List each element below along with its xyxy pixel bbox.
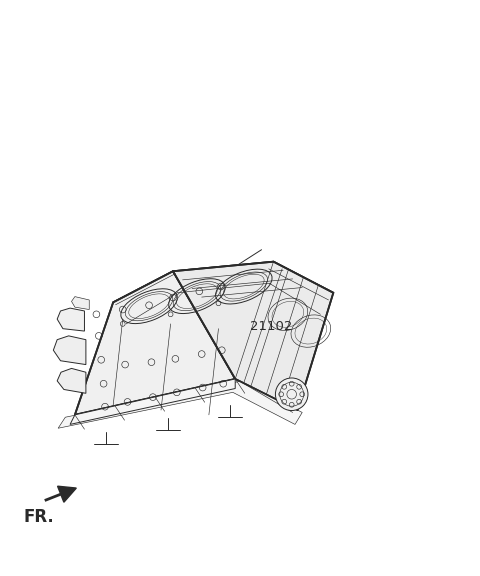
Polygon shape [58, 486, 76, 502]
Polygon shape [72, 297, 89, 309]
Polygon shape [113, 262, 333, 302]
Polygon shape [75, 271, 235, 415]
Ellipse shape [276, 378, 308, 411]
Polygon shape [57, 308, 84, 331]
Polygon shape [58, 381, 302, 428]
Polygon shape [173, 262, 333, 410]
Polygon shape [57, 369, 86, 393]
Text: 21102: 21102 [250, 320, 292, 334]
Polygon shape [70, 379, 235, 425]
Text: FR.: FR. [24, 508, 54, 526]
Polygon shape [53, 336, 86, 365]
